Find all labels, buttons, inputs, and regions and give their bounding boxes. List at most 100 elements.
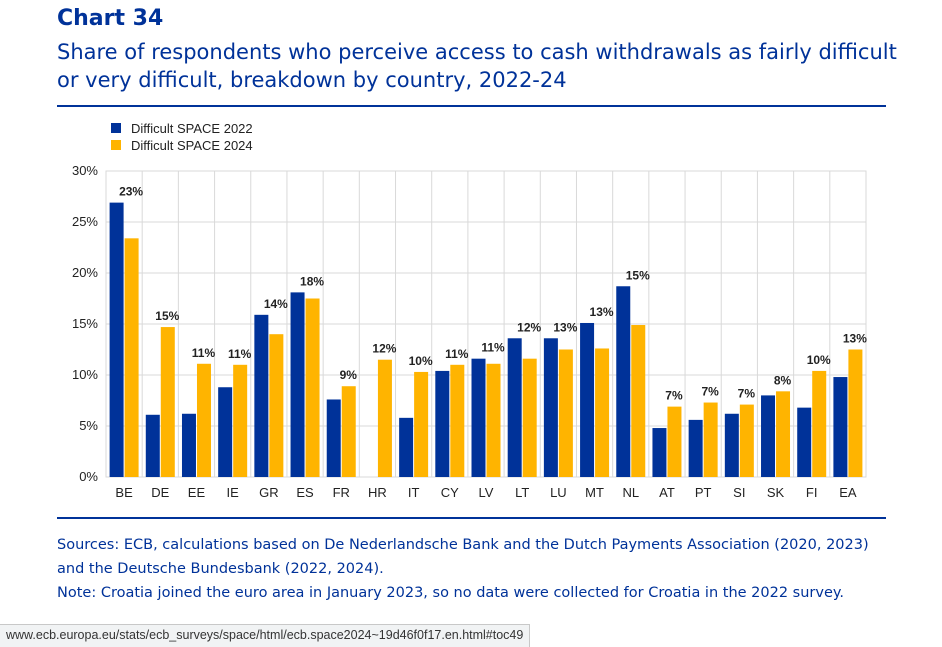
bar-2024 [848,349,863,477]
sources-note: Sources: ECB, calculations based on De N… [57,533,897,605]
x-tick-label: HR [368,485,387,500]
y-tick-label: 20% [72,265,98,280]
bar-2022 [290,292,305,477]
bar-2022 [616,286,631,477]
bar-2022 [254,314,269,477]
data-label: 8% [774,373,792,387]
status-url[interactable]: www.ecb.europa.eu/stats/ecb_surveys/spac… [0,624,531,647]
x-tick-label: EE [188,485,206,500]
note-line: Note: Croatia joined the euro area in Ja… [57,585,845,601]
bar-2024 [522,358,537,477]
bar-2024 [160,327,175,477]
data-label: 12% [517,320,541,334]
bar-2024 [558,349,573,477]
bar-2024 [269,334,284,477]
bar-2024 [124,238,139,477]
bar-2024 [703,402,718,477]
y-tick-label: 0% [79,469,98,484]
bar-2024 [486,363,501,477]
x-tick-label: LV [479,485,494,500]
legend-label: Difficult SPACE 2024 [131,138,253,153]
data-label: 9% [340,368,358,382]
x-tick-label: ES [296,485,314,500]
footer-rule [57,517,886,519]
data-label: 13% [590,305,614,319]
bar-2022 [471,358,486,477]
bar-2024 [776,391,791,477]
bar-2022 [435,370,450,477]
data-label: 11% [481,341,505,355]
bar-2024 [631,325,646,477]
data-label: 11% [192,346,216,360]
bar-2024 [595,348,610,477]
x-tick-label: FR [333,485,350,500]
x-tick-label: PT [695,485,712,500]
x-tick-label: CY [441,485,459,500]
bar-2024 [196,363,211,477]
bar-2022 [580,322,595,477]
bar-2022 [399,417,414,477]
bar-2022 [218,387,233,477]
bar-2022 [761,395,776,477]
bar-2022 [724,413,739,477]
x-tick-label: SK [767,485,785,500]
sources-line-1: Sources: ECB, calculations based on De N… [57,537,869,553]
data-label: 10% [807,353,831,367]
x-tick-label: FI [806,485,818,500]
x-tick-label: LT [515,485,529,500]
x-tick-label: DE [151,485,169,500]
data-label: 15% [626,268,650,282]
legend-swatch [111,140,121,150]
chart-title: Share of respondents who perceive access… [57,40,897,92]
x-tick-label: NL [622,485,639,500]
y-tick-label: 30% [72,163,98,178]
title-rule [57,105,886,107]
bar-2024 [233,364,248,477]
x-tick-label: BE [115,485,133,500]
bar-2022 [688,419,703,477]
legend-swatch [111,123,121,133]
bar-2024 [305,298,320,477]
sources-line-2: and the Deutsche Bundesbank (2022, 2024)… [57,561,384,577]
bar-2024 [667,406,682,477]
x-tick-label: EA [839,485,857,500]
bar-2022 [797,407,812,477]
bar-2022 [833,377,848,477]
chart-number: Chart 34 [57,6,164,31]
x-tick-label: IE [227,485,240,500]
bar-2024 [414,371,429,477]
data-label: 10% [409,354,433,368]
x-tick-label: IT [408,485,420,500]
data-label: 7% [701,385,719,399]
bar-2022 [181,413,196,477]
bar-2022 [109,202,124,477]
bar-2022 [507,338,522,477]
data-label: 12% [372,342,396,356]
data-label: 7% [665,389,683,403]
bar-2022 [145,414,160,477]
data-label: 11% [228,347,252,361]
bar-2024 [377,359,392,477]
x-tick-label: GR [259,485,279,500]
data-label: 14% [264,297,288,311]
data-label: 18% [300,274,324,288]
data-label: 23% [119,185,143,199]
data-label: 13% [843,332,867,346]
data-label: 11% [445,347,469,361]
bar-2024 [450,364,465,477]
x-tick-label: MT [585,485,604,500]
y-tick-label: 10% [72,367,98,382]
bar-2022 [326,399,341,477]
bar-2022 [652,428,667,477]
bar-2022 [543,338,558,477]
data-label: 15% [155,309,179,323]
y-tick-label: 25% [72,214,98,229]
y-tick-label: 15% [72,316,98,331]
bar-2024 [812,370,827,477]
legend-label: Difficult SPACE 2022 [131,121,253,136]
y-tick-label: 5% [79,418,98,433]
bar-2024 [739,404,754,477]
data-label: 13% [553,320,577,334]
bar-chart: 0% 5% 10% 15% 20% 25% 30% 23% BE 15% DE 11% EE 11% IE 1… [72,121,867,500]
x-tick-label: AT [659,485,675,500]
